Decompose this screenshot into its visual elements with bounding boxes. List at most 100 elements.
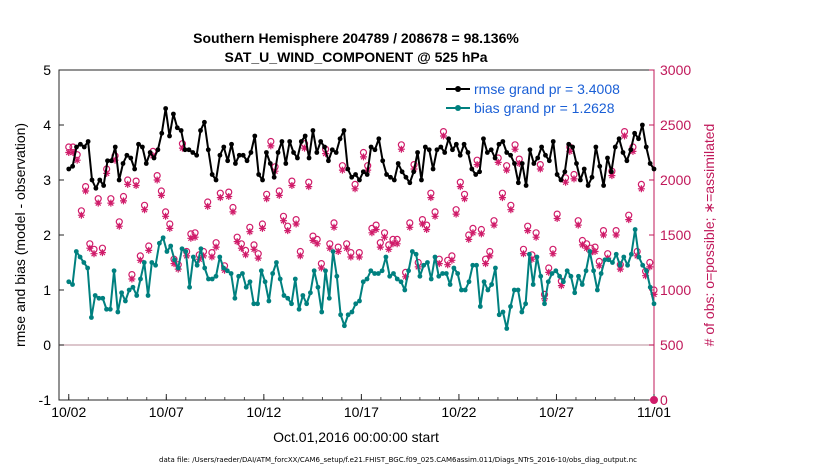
bias-point	[130, 284, 136, 290]
obs-assimilated-point	[402, 273, 410, 281]
rmse-point	[267, 161, 273, 166]
rmse-point	[639, 122, 645, 128]
obs-assimilated-point	[141, 206, 149, 214]
footer-data-file: data file: /Users/raeder/DAI/ATM_forcXX/…	[159, 456, 637, 464]
bias-point	[606, 257, 612, 263]
bias-point	[296, 306, 302, 312]
bias-point	[168, 243, 174, 249]
bias-point	[553, 268, 559, 274]
rmse-point	[283, 161, 289, 166]
bias-point	[640, 262, 646, 268]
obs-assimilated-point	[574, 221, 582, 229]
bias-point	[594, 287, 600, 293]
y-left-tick-label: 2	[43, 227, 51, 243]
y-left-tick-label: 4	[43, 117, 51, 133]
bias-point	[598, 271, 604, 276]
obs-assimilated-point	[187, 234, 195, 242]
rmse-point	[360, 169, 366, 175]
obs-assimilated-point	[343, 244, 351, 252]
rmse-point	[326, 158, 331, 164]
bias-point	[617, 262, 623, 268]
obs-assimilated-point	[381, 233, 389, 241]
rmse-point	[558, 177, 564, 183]
rmse-point	[500, 139, 506, 144]
obs-assimilated-point	[90, 250, 98, 258]
obs-assimilated-point	[570, 175, 578, 183]
bias-point	[115, 309, 121, 315]
bias-point	[122, 298, 128, 304]
bias-point	[549, 271, 555, 276]
rmse-point	[298, 139, 304, 144]
obs-assimilated-point	[292, 220, 300, 228]
bias-point	[262, 279, 268, 285]
rmse-point	[391, 177, 397, 183]
obs-assimilated-point	[233, 238, 241, 246]
bias-point	[579, 282, 585, 287]
bias-point	[190, 254, 196, 260]
obs-assimilated-point	[334, 248, 342, 255]
bias-point	[153, 262, 158, 268]
rmse-point	[484, 150, 490, 155]
obs-assimilated-point	[178, 144, 186, 152]
rmse-point	[589, 174, 595, 180]
obs-assimilated-point	[562, 178, 570, 186]
y-right-tick-label: 0	[660, 392, 668, 408]
rmse-point	[74, 144, 79, 150]
obs-assimilated-point	[313, 240, 321, 248]
rmse-point	[287, 139, 293, 144]
bias-point	[632, 227, 638, 232]
rmse-point	[194, 152, 200, 158]
bias-point	[243, 284, 249, 290]
obs-assimilated-point	[519, 250, 527, 258]
bias-point	[281, 293, 287, 298]
bias-point	[485, 287, 491, 293]
rmse-point	[426, 147, 432, 153]
obs-assimilated-point	[199, 252, 207, 260]
rmse-point	[512, 161, 517, 166]
rmse-point	[434, 147, 440, 153]
rmse-point	[624, 158, 630, 164]
bias-point	[85, 265, 91, 271]
bias-point	[149, 260, 155, 265]
bias-point	[379, 268, 385, 274]
y-left-tick-label: 3	[43, 172, 51, 188]
obs-assimilated-point	[461, 195, 469, 203]
rmse-point	[422, 144, 428, 150]
bias-point	[134, 293, 140, 298]
rmse-point	[128, 155, 134, 161]
rmse-point	[171, 111, 176, 117]
bias-point	[628, 251, 634, 257]
bias-point	[508, 304, 513, 309]
obs-assimilated-point	[507, 206, 515, 214]
obs-assimilated-point	[545, 268, 553, 276]
bias-point	[308, 290, 313, 296]
bias-point	[651, 301, 657, 307]
bias-point	[477, 304, 483, 309]
rmse-point	[492, 155, 498, 161]
obs-assimilated-point	[166, 224, 174, 232]
bias-point	[175, 265, 181, 271]
rmse-point	[562, 169, 568, 175]
x-tick-label: 10/17	[344, 404, 379, 420]
rmse-point	[453, 141, 459, 147]
bias-point	[274, 260, 279, 265]
rmse-point	[527, 147, 533, 153]
bias-point	[523, 301, 529, 307]
bias-point	[572, 290, 578, 296]
bias-point	[402, 287, 408, 293]
bias-point	[451, 265, 457, 271]
obs-assimilated-point	[393, 240, 401, 248]
bias-point	[334, 273, 340, 279]
rmse-point	[314, 150, 320, 155]
rmse-point	[159, 130, 165, 136]
bias-point	[289, 301, 294, 307]
obs-assimilated-point	[250, 245, 258, 253]
rmse-point	[163, 106, 169, 111]
rmse-point	[415, 150, 420, 155]
obs-assimilated-point	[204, 202, 212, 210]
obs-assimilated-point	[524, 227, 532, 235]
rmse-point	[601, 183, 607, 188]
rmse-point	[546, 158, 552, 164]
obs-assimilated-point	[528, 255, 536, 263]
rmse-point	[636, 136, 641, 142]
